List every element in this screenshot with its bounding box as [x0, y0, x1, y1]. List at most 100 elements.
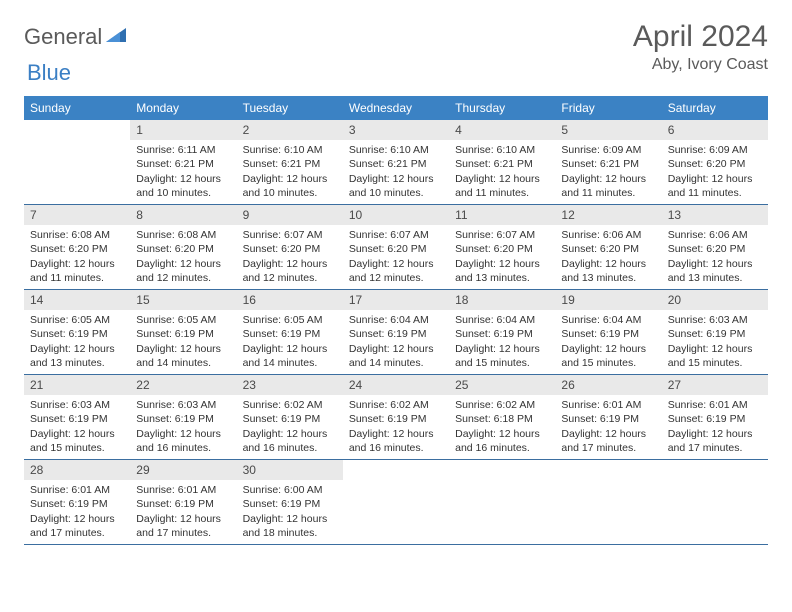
sunrise-text: Sunrise: 6:08 AM — [136, 228, 230, 242]
sunrise-text: Sunrise: 6:10 AM — [243, 143, 337, 157]
day-cell: 13Sunrise: 6:06 AMSunset: 6:20 PMDayligh… — [662, 205, 768, 289]
day-body: Sunrise: 6:09 AMSunset: 6:20 PMDaylight:… — [662, 140, 768, 204]
sunset-text: Sunset: 6:19 PM — [30, 497, 124, 511]
daylight-text: Daylight: 12 hours and 13 minutes. — [455, 257, 549, 285]
daylight-text: Daylight: 12 hours and 14 minutes. — [136, 342, 230, 370]
sunset-text: Sunset: 6:20 PM — [561, 242, 655, 256]
day-cell: 24Sunrise: 6:02 AMSunset: 6:19 PMDayligh… — [343, 375, 449, 459]
day-body: Sunrise: 6:11 AMSunset: 6:21 PMDaylight:… — [130, 140, 236, 204]
daylight-text: Daylight: 12 hours and 16 minutes. — [349, 427, 443, 455]
sunset-text: Sunset: 6:19 PM — [30, 412, 124, 426]
day-cell: 1Sunrise: 6:11 AMSunset: 6:21 PMDaylight… — [130, 120, 236, 204]
title-block: April 2024 Aby, Ivory Coast — [633, 20, 768, 74]
day-cell: 5Sunrise: 6:09 AMSunset: 6:21 PMDaylight… — [555, 120, 661, 204]
day-body: Sunrise: 6:07 AMSunset: 6:20 PMDaylight:… — [237, 225, 343, 289]
daylight-text: Daylight: 12 hours and 17 minutes. — [136, 512, 230, 540]
day-cell: 20 Sunrise: 6:03 AMSunset: 6:19 PMDayligh… — [662, 290, 768, 374]
sunset-text: Sunset: 6:20 PM — [30, 242, 124, 256]
calendar: SundayMondayTuesdayWednesdayThursdayFrid… — [24, 96, 768, 545]
day-number: 27 — [662, 375, 768, 395]
sunrise-text: Sunrise: 6:05 AM — [136, 313, 230, 327]
daylight-text: Daylight: 12 hours and 12 minutes. — [243, 257, 337, 285]
sunset-text: Sunset: 6:19 PM — [136, 412, 230, 426]
day-cell: 6Sunrise: 6:09 AMSunset: 6:20 PMDaylight… — [662, 120, 768, 204]
day-cell: 8Sunrise: 6:08 AMSunset: 6:20 PMDaylight… — [130, 205, 236, 289]
day-body: Sunrise: 6:07 AMSunset: 6:20 PMDaylight:… — [343, 225, 449, 289]
day-number: 25 — [449, 375, 555, 395]
sunset-text: Sunset: 6:18 PM — [455, 412, 549, 426]
sunset-text: Sunset: 6:20 PM — [668, 157, 762, 171]
sunset-text: Sunset: 6:21 PM — [136, 157, 230, 171]
sunset-text: Sunset: 6:21 PM — [561, 157, 655, 171]
day-number: 3 — [343, 120, 449, 140]
sunrise-text: Sunrise: 6:03 AM — [668, 313, 762, 327]
sunrise-text: Sunrise: 6:06 AM — [668, 228, 762, 242]
day-cell: 11Sunrise: 6:07 AMSunset: 6:20 PMDayligh… — [449, 205, 555, 289]
day-body: Sunrise: 6:01 AMSunset: 6:19 PMDaylight:… — [130, 480, 236, 544]
sunrise-text: Sunrise: 6:07 AM — [349, 228, 443, 242]
day-cell: 26Sunrise: 6:01 AMSunset: 6:19 PMDayligh… — [555, 375, 661, 459]
weekday-cell: Tuesday — [237, 96, 343, 120]
day-cell: 21Sunrise: 6:03 AMSunset: 6:19 PMDayligh… — [24, 375, 130, 459]
day-body: Sunrise: 6:03 AMSunset: 6:19 PMDaylight:… — [24, 395, 130, 459]
day-number: 11 — [449, 205, 555, 225]
day-cell: 4Sunrise: 6:10 AMSunset: 6:21 PMDaylight… — [449, 120, 555, 204]
sunset-text: Sunset: 6:20 PM — [349, 242, 443, 256]
week-row: 28Sunrise: 6:01 AMSunset: 6:19 PMDayligh… — [24, 460, 768, 545]
day-number: 13 — [662, 205, 768, 225]
logo-word2: Blue — [27, 60, 71, 86]
day-number: 17 — [343, 290, 449, 310]
day-body: Sunrise: 6:03 AMSunset: 6:19 PMDaylight:… — [130, 395, 236, 459]
day-cell: 30Sunrise: 6:00 AMSunset: 6:19 PMDayligh… — [237, 460, 343, 544]
daylight-text: Daylight: 12 hours and 11 minutes. — [30, 257, 124, 285]
day-cell: 15Sunrise: 6:05 AMSunset: 6:19 PMDayligh… — [130, 290, 236, 374]
day-cell: 16Sunrise: 6:05 AMSunset: 6:19 PMDayligh… — [237, 290, 343, 374]
day-number: 20 — [662, 290, 768, 310]
day-cell: 12Sunrise: 6:06 AMSunset: 6:20 PMDayligh… — [555, 205, 661, 289]
daylight-text: Daylight: 12 hours and 10 minutes. — [243, 172, 337, 200]
month-title: April 2024 — [633, 20, 768, 54]
sunrise-text: Sunrise: 6:07 AM — [243, 228, 337, 242]
daylight-text: Daylight: 12 hours and 13 minutes. — [668, 257, 762, 285]
day-body: Sunrise: 6:08 AMSunset: 6:20 PMDaylight:… — [24, 225, 130, 289]
sunset-text: Sunset: 6:20 PM — [243, 242, 337, 256]
day-body: Sunrise: 6:04 AMSunset: 6:19 PMDaylight:… — [555, 310, 661, 374]
day-number: 15 — [130, 290, 236, 310]
daylight-text: Daylight: 12 hours and 10 minutes. — [136, 172, 230, 200]
day-cell: 10Sunrise: 6:07 AMSunset: 6:20 PMDayligh… — [343, 205, 449, 289]
daylight-text: Daylight: 12 hours and 15 minutes. — [668, 342, 762, 370]
sunrise-text: Sunrise: 6:10 AM — [455, 143, 549, 157]
daylight-text: Daylight: 12 hours and 16 minutes. — [243, 427, 337, 455]
weekday-cell: Sunday — [24, 96, 130, 120]
daylight-text: Daylight: 12 hours and 12 minutes. — [136, 257, 230, 285]
sunrise-text: Sunrise: 6:04 AM — [455, 313, 549, 327]
day-cell — [555, 460, 661, 544]
day-number: 29 — [130, 460, 236, 480]
day-number: 7 — [24, 205, 130, 225]
day-number: 30 — [237, 460, 343, 480]
sunrise-text: Sunrise: 6:09 AM — [561, 143, 655, 157]
day-body: Sunrise: 6:02 AMSunset: 6:19 PMDaylight:… — [237, 395, 343, 459]
sunrise-text: Sunrise: 6:09 AM — [668, 143, 762, 157]
day-body: Sunrise: 6:04 AMSunset: 6:19 PMDaylight:… — [343, 310, 449, 374]
sunrise-text: Sunrise: 6:04 AM — [349, 313, 443, 327]
daylight-text: Daylight: 12 hours and 16 minutes. — [455, 427, 549, 455]
sunrise-text: Sunrise: 6:05 AM — [243, 313, 337, 327]
day-cell: 22Sunrise: 6:03 AMSunset: 6:19 PMDayligh… — [130, 375, 236, 459]
sunset-text: Sunset: 6:19 PM — [668, 327, 762, 341]
daylight-text: Daylight: 12 hours and 13 minutes. — [30, 342, 124, 370]
sunrise-text: Sunrise: 6:11 AM — [136, 143, 230, 157]
day-body: Sunrise: 6:10 AMSunset: 6:21 PMDaylight:… — [237, 140, 343, 204]
sunrise-text: Sunrise: 6:08 AM — [30, 228, 124, 242]
day-number: 24 — [343, 375, 449, 395]
day-number: 14 — [24, 290, 130, 310]
day-number: 23 — [237, 375, 343, 395]
daylight-text: Daylight: 12 hours and 11 minutes. — [561, 172, 655, 200]
sunrise-text: Sunrise: 6:01 AM — [136, 483, 230, 497]
day-number: 9 — [237, 205, 343, 225]
sunset-text: Sunset: 6:19 PM — [136, 497, 230, 511]
sunrise-text: Sunrise: 6:04 AM — [561, 313, 655, 327]
weekday-cell: Thursday — [449, 96, 555, 120]
sunrise-text: Sunrise: 6:01 AM — [668, 398, 762, 412]
day-body: Sunrise: 6:06 AMSunset: 6:20 PMDaylight:… — [555, 225, 661, 289]
